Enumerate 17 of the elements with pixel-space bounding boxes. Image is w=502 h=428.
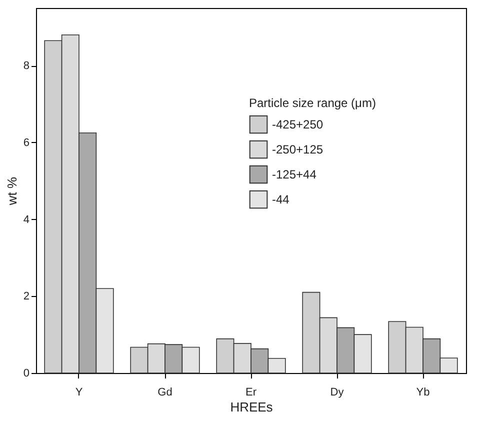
x-tick-label: Yb <box>416 386 430 398</box>
x-tick-label: Y <box>75 386 84 398</box>
legend-label: -250+125 <box>272 142 324 156</box>
legend-title: Particle size range (μm) <box>249 96 376 110</box>
legend-label: -425+250 <box>272 118 324 132</box>
x-tick-label: Dy <box>330 386 344 398</box>
legend-label: -125+44 <box>272 168 317 182</box>
y-tick-label: 2 <box>23 290 30 303</box>
y-tick-label: 4 <box>23 214 30 226</box>
y-tick-label: 6 <box>23 136 30 149</box>
x-tick-label: Er <box>246 386 257 398</box>
legend-label: -44 <box>272 192 290 206</box>
x-tick-label: Gd <box>158 386 172 398</box>
y-tick-label: 0 <box>23 368 30 380</box>
x-axis-title: HREEs <box>230 400 274 414</box>
y-tick-label: 8 <box>23 60 30 72</box>
y-axis-title: wt % <box>4 176 20 206</box>
